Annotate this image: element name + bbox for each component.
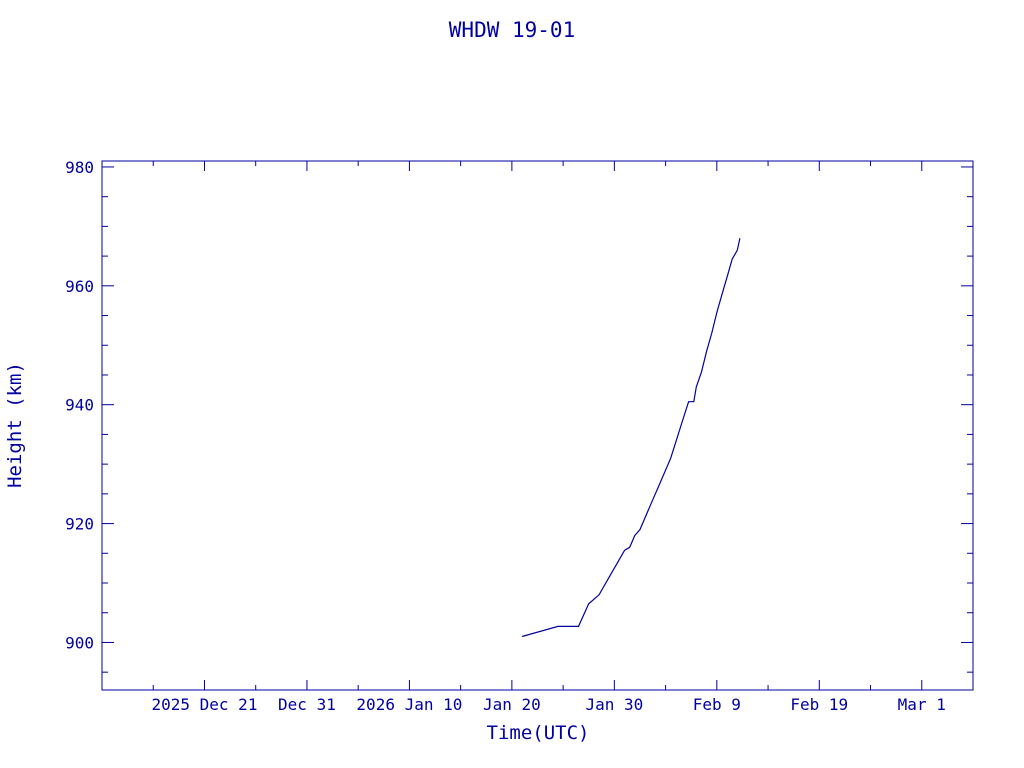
axis-ticks bbox=[102, 161, 973, 690]
chart-title: WHDW 19-01 bbox=[449, 18, 575, 42]
x-tick-label: Jan 30 bbox=[585, 695, 643, 714]
height-series-line bbox=[521, 238, 741, 638]
y-tick-label: 940 bbox=[65, 396, 94, 415]
x-tick-label: Mar 1 bbox=[898, 695, 946, 714]
y-tick-label: 980 bbox=[65, 158, 94, 177]
x-tick-label: Feb 19 bbox=[790, 695, 848, 714]
x-tick-labels: 2025 Dec 21 Dec 31 2026 Jan 10 Jan 20 Jan 30… bbox=[151, 695, 945, 714]
y-tick-labels: 900 920 940 960 980 bbox=[65, 158, 94, 653]
y-tick-label: 960 bbox=[65, 277, 94, 296]
x-tick-label: Dec 31 bbox=[278, 695, 336, 714]
x-tick-label: 2025 Dec 21 bbox=[151, 695, 257, 714]
x-axis-label: Time(UTC) bbox=[487, 722, 590, 744]
y-tick-label: 920 bbox=[65, 515, 94, 534]
y-tick-label: 900 bbox=[65, 633, 94, 652]
x-tick-label: Jan 20 bbox=[483, 695, 541, 714]
x-tick-label: Feb 9 bbox=[693, 695, 741, 714]
x-tick-label: 2026 Jan 10 bbox=[356, 695, 462, 714]
y-axis-label: Height (km) bbox=[4, 362, 26, 488]
plot-frame bbox=[101, 160, 974, 691]
